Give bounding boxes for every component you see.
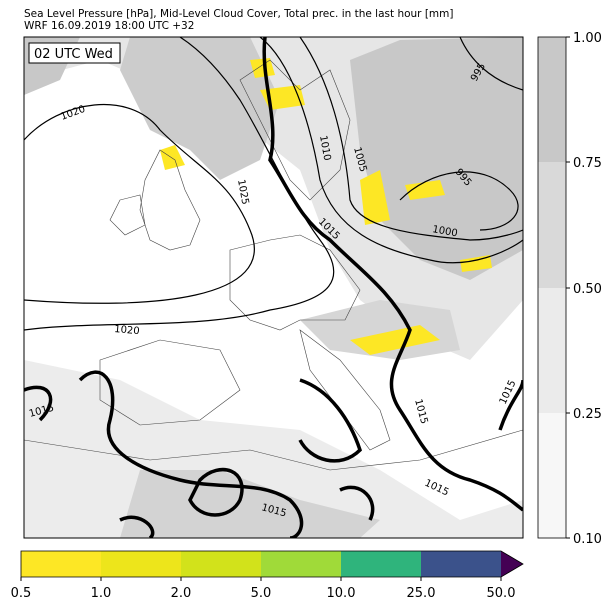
precip-colorbar: 0.5 1.0 2.0 5.0 10.0 25.0 50.0 — [11, 550, 524, 601]
tick-label: 1.0 — [91, 586, 112, 601]
tick-label: 2.0 — [171, 586, 192, 601]
tick-label: 5.0 — [251, 586, 272, 601]
tick-label: 0.75 — [573, 156, 602, 171]
isobar-1015 — [24, 37, 523, 538]
contour-label: 1000 — [431, 224, 458, 239]
tick-label: 0.25 — [573, 407, 602, 422]
subtitle: WRF 16.09.2019 18:00 UTC +32 — [24, 20, 194, 32]
tick-label: 0.50 — [573, 282, 602, 297]
cloud-colorbar: 1.00 0.75 0.50 0.25 0.10 — [537, 31, 602, 547]
contour-label: 1020 — [114, 324, 140, 337]
tick-label: 50.0 — [487, 586, 516, 601]
contour-label: 1010 — [317, 135, 332, 162]
contour-label: 1025 — [235, 179, 250, 206]
coastlines — [24, 59, 523, 471]
tick-label: 25.0 — [407, 586, 436, 601]
tick-label: 0.10 — [573, 532, 602, 547]
map: 1020 1025 1010 1005 995 995 1000 1015 10… — [23, 36, 524, 539]
tick-label: 0.5 — [11, 586, 32, 601]
isobars — [24, 37, 523, 331]
time-label: 02 UTC Wed — [34, 47, 113, 62]
cloud-cover — [24, 37, 523, 538]
tick-label: 1.00 — [573, 31, 602, 46]
title: Sea Level Pressure [hPa], Mid-Level Clou… — [24, 8, 454, 20]
tick-label: 10.0 — [327, 586, 356, 601]
